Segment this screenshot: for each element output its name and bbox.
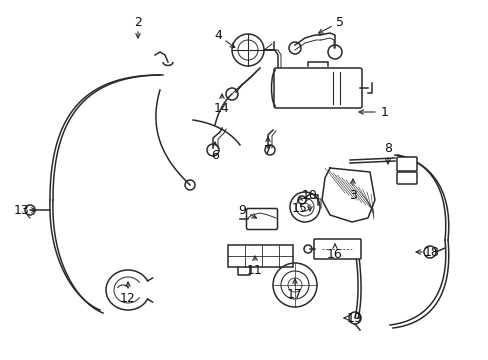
Text: 1: 1 bbox=[380, 105, 388, 118]
Text: 12: 12 bbox=[120, 292, 136, 305]
Text: 16: 16 bbox=[326, 248, 342, 261]
Polygon shape bbox=[321, 168, 374, 222]
Text: 3: 3 bbox=[348, 189, 356, 202]
Text: 6: 6 bbox=[211, 149, 219, 162]
FancyBboxPatch shape bbox=[313, 239, 360, 259]
Text: 4: 4 bbox=[214, 28, 222, 41]
FancyBboxPatch shape bbox=[227, 245, 292, 267]
Text: 8: 8 bbox=[383, 141, 391, 154]
Text: 5: 5 bbox=[335, 15, 343, 28]
Text: 17: 17 bbox=[286, 288, 303, 302]
Text: 19: 19 bbox=[346, 311, 362, 324]
Text: 15: 15 bbox=[291, 202, 307, 215]
Text: 2: 2 bbox=[134, 15, 142, 28]
FancyBboxPatch shape bbox=[273, 68, 361, 108]
Text: 18: 18 bbox=[423, 246, 439, 258]
Text: 9: 9 bbox=[238, 203, 245, 216]
Text: 7: 7 bbox=[264, 144, 271, 157]
Text: 10: 10 bbox=[302, 189, 317, 202]
Text: 13: 13 bbox=[14, 203, 30, 216]
FancyBboxPatch shape bbox=[396, 157, 416, 171]
FancyBboxPatch shape bbox=[246, 208, 277, 230]
FancyBboxPatch shape bbox=[396, 172, 416, 184]
Text: 14: 14 bbox=[214, 102, 229, 114]
Text: 11: 11 bbox=[246, 264, 263, 276]
